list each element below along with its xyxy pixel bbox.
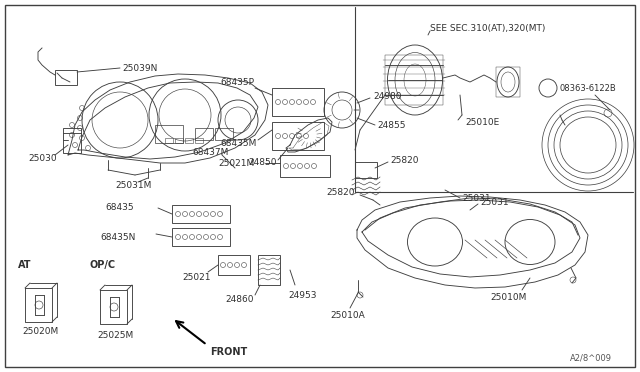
Bar bbox=[272, 88, 324, 116]
Text: AT: AT bbox=[18, 260, 31, 270]
Text: 25820: 25820 bbox=[390, 155, 419, 164]
Text: 24860: 24860 bbox=[225, 295, 253, 305]
Bar bbox=[175, 138, 183, 143]
Text: 24953: 24953 bbox=[288, 291, 317, 299]
Text: 25010M: 25010M bbox=[490, 294, 526, 302]
Text: 25031: 25031 bbox=[480, 198, 509, 206]
Bar bbox=[258, 255, 280, 285]
Bar bbox=[385, 55, 443, 105]
Text: FRONT: FRONT bbox=[210, 347, 247, 357]
Text: 25010A: 25010A bbox=[330, 311, 365, 320]
Text: 25010E: 25010E bbox=[465, 118, 499, 126]
Text: 24850: 24850 bbox=[248, 157, 276, 167]
Text: 68435N: 68435N bbox=[100, 232, 136, 241]
Text: 25020M: 25020M bbox=[22, 327, 58, 337]
Bar bbox=[496, 67, 520, 97]
Text: 24980: 24980 bbox=[373, 92, 401, 100]
Text: A2/8^009: A2/8^009 bbox=[570, 353, 612, 362]
Bar bbox=[195, 138, 203, 143]
Text: 25820: 25820 bbox=[326, 187, 355, 196]
Bar bbox=[63, 128, 81, 153]
Bar bbox=[280, 155, 330, 177]
Text: 25039N: 25039N bbox=[122, 64, 157, 73]
Bar bbox=[172, 228, 230, 246]
Text: OP/C: OP/C bbox=[90, 260, 116, 270]
Text: 25031: 25031 bbox=[462, 193, 491, 202]
Bar bbox=[155, 125, 183, 143]
Bar bbox=[355, 162, 377, 178]
Bar bbox=[195, 128, 213, 140]
Text: 25021M: 25021M bbox=[218, 158, 254, 167]
Text: 25031M: 25031M bbox=[115, 180, 152, 189]
Bar bbox=[55, 70, 77, 85]
Bar bbox=[165, 138, 173, 143]
Text: 25025M: 25025M bbox=[97, 330, 133, 340]
Text: 68435M: 68435M bbox=[220, 138, 257, 148]
Text: 25030: 25030 bbox=[28, 154, 56, 163]
Text: 25021: 25021 bbox=[182, 273, 211, 282]
Bar bbox=[218, 255, 250, 275]
Text: 08363-6122B: 08363-6122B bbox=[560, 83, 617, 93]
Text: 24855: 24855 bbox=[377, 121, 406, 129]
Text: 68435: 68435 bbox=[105, 202, 134, 212]
Bar bbox=[215, 128, 233, 140]
Bar bbox=[272, 122, 324, 150]
Text: 68435P: 68435P bbox=[220, 77, 254, 87]
Text: 68437M: 68437M bbox=[192, 148, 228, 157]
Bar bbox=[172, 205, 230, 223]
Bar bbox=[185, 138, 193, 143]
Text: SEE SEC.310(AT),320(MT): SEE SEC.310(AT),320(MT) bbox=[430, 23, 545, 32]
